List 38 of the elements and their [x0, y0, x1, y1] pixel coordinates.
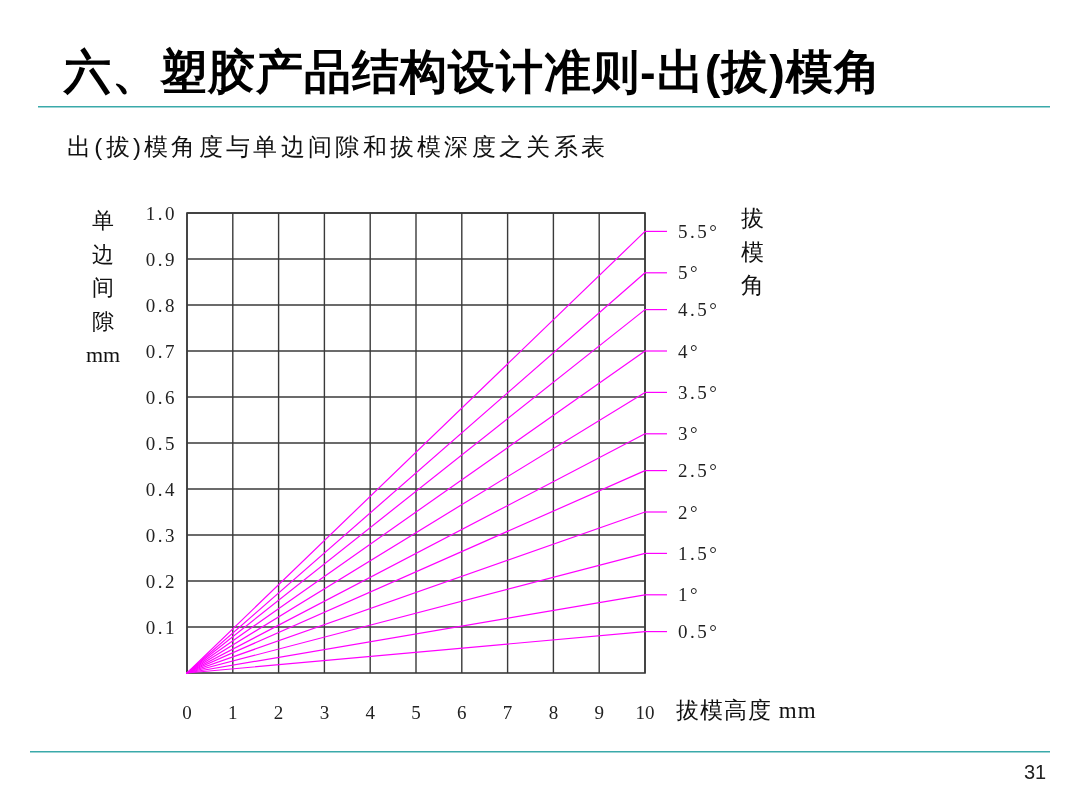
- legend-label: 3.5°: [678, 381, 720, 403]
- x-axis-title: 拔模高度 mm: [676, 698, 817, 723]
- legend-label: 1°: [678, 584, 701, 606]
- x-tick-label: 0: [182, 701, 192, 723]
- legend-label: 0.5°: [678, 621, 720, 643]
- y-tick-label: 0.8: [145, 294, 177, 316]
- chart-subtitle: 出(拔)模角度与单边间隙和拔模深度之关系表: [67, 133, 609, 160]
- legend-label: 5°: [678, 262, 701, 284]
- legend-label: 1.5°: [678, 542, 720, 564]
- chart-title: 六、塑胶产品结构设计准则-出(拔)模角: [62, 45, 882, 98]
- text: 31: [1024, 761, 1047, 783]
- legend-label: 5.5°: [678, 220, 720, 242]
- legend-label: 4.5°: [678, 299, 720, 321]
- y-tick-label: 0.1: [145, 616, 177, 638]
- y-tick-label: 0.2: [145, 570, 177, 592]
- x-tick-label: 7: [502, 701, 513, 723]
- legend-label: 2°: [678, 501, 701, 523]
- legend-label: 4°: [678, 340, 701, 362]
- legend-label: 3°: [678, 423, 701, 445]
- x-tick-label: 10: [635, 701, 655, 723]
- x-tick-label: 3: [319, 701, 330, 723]
- y-tick-label: 0.6: [145, 386, 177, 408]
- x-tick-label: 8: [548, 701, 559, 723]
- x-tick-label: 4: [365, 701, 376, 723]
- y-tick-label: 0.4: [145, 478, 177, 500]
- x-tick-label: 1: [228, 701, 238, 723]
- legend-title: 拔模角: [740, 206, 764, 298]
- x-tick-label: 5: [411, 701, 421, 723]
- y-tick-label: 0.9: [145, 248, 177, 270]
- y-tick-label: 1.0: [145, 202, 177, 224]
- legend-label: 2.5°: [678, 460, 720, 482]
- x-tick-label: 2: [273, 701, 284, 723]
- y-tick-label: 0.7: [145, 340, 177, 362]
- y-tick-label: 0.5: [145, 432, 177, 454]
- x-tick-label: 6: [457, 701, 467, 723]
- x-tick-label: 9: [594, 701, 604, 723]
- y-axis-title: 单边间隙mm: [85, 208, 121, 367]
- y-tick-label: 0.3: [145, 524, 177, 546]
